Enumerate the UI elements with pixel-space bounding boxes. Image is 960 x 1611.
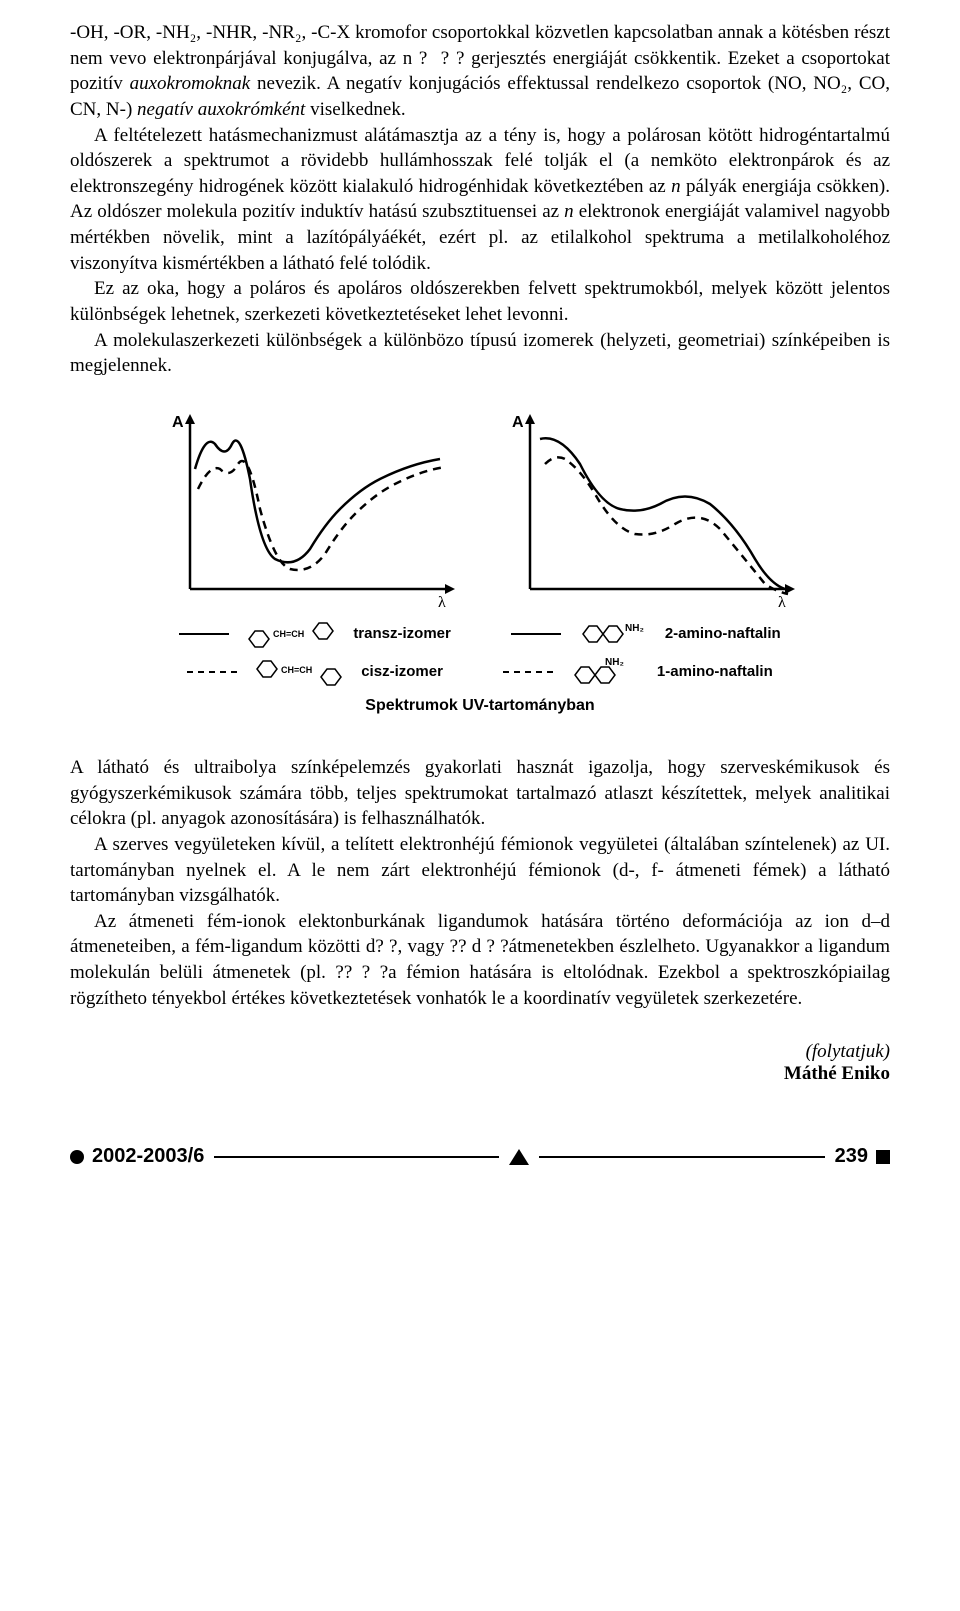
molecule-stilbene-trans-icon: CH=CH xyxy=(241,619,341,649)
legend-row-dashed: CH=CH cisz-izomer NH₂ 1-amino-naftalin xyxy=(70,657,890,687)
molecule-naphthalene-1-icon: NH₂ xyxy=(565,657,645,687)
footer-dot-icon xyxy=(70,1150,84,1164)
svg-text:CH=CH: CH=CH xyxy=(281,665,312,675)
footer-divider xyxy=(539,1156,824,1158)
text: Ez az oka, hogy a poláros és apoláros ol… xyxy=(70,278,890,325)
footer-divider xyxy=(214,1156,499,1158)
text-italic: n xyxy=(564,201,574,222)
footer-issue: 2002-2003/6 xyxy=(92,1145,204,1168)
spectrum-chart-right: A λ xyxy=(500,409,800,609)
axis-label-y: A xyxy=(512,414,524,431)
legend-line-dashed-icon xyxy=(503,671,553,673)
svg-text:NH₂: NH₂ xyxy=(625,623,644,634)
svg-text:CH=CH: CH=CH xyxy=(273,629,304,639)
paragraph-4: A molekulaszerkezeti különbségek a külön… xyxy=(70,328,890,379)
author-name: Máthé Eniko xyxy=(784,1063,890,1084)
legend-label: transz-izomer xyxy=(353,625,451,642)
paragraph-5: A látható és ultraibolya színképelemzés … xyxy=(70,755,890,832)
text-italic: n xyxy=(671,176,681,197)
legend-row-solid: CH=CH transz-izomer NH₂ 2-amino-naftalin xyxy=(70,619,890,649)
legend-line-solid-icon xyxy=(179,633,229,635)
text: A molekulaszerkezeti különbségek a külön… xyxy=(70,330,890,377)
continuation-note: (folytatjuk) xyxy=(806,1041,890,1062)
svg-text:NH₂: NH₂ xyxy=(605,657,624,668)
footer-triangle-icon xyxy=(509,1149,529,1165)
axis-label-x: λ xyxy=(438,594,446,609)
signature-block: (folytatjuk) Máthé Eniko xyxy=(70,1041,890,1085)
text-italic: auxokromoknak xyxy=(130,73,251,94)
axis-label-y: A xyxy=(172,414,184,431)
curve-dashed xyxy=(198,461,445,570)
spectrum-chart-left: A λ xyxy=(160,409,460,609)
page-footer: 2002-2003/6 239 xyxy=(70,1145,890,1168)
legend-label: 2-amino-naftalin xyxy=(665,625,781,642)
paragraph-1: -OH, -OR, -NH₂, -NHR, -NR₂, -C-X kromofo… xyxy=(70,20,890,123)
footer-page-number: 239 xyxy=(835,1145,868,1168)
axis-label-x: λ xyxy=(778,594,786,609)
curve-dashed xyxy=(545,457,788,594)
curve-solid xyxy=(195,441,440,563)
legend-line-solid-icon xyxy=(511,633,561,635)
text: A szerves vegyületeken kívül, a telített… xyxy=(70,834,890,906)
legend-line-dashed-icon xyxy=(187,671,237,673)
text: A látható és ultraibolya színképelemzés … xyxy=(70,757,890,829)
paragraph-3: Ez az oka, hogy a poláros és apoláros ol… xyxy=(70,276,890,327)
curve-solid xyxy=(540,438,785,589)
legend-label: 1-amino-naftalin xyxy=(657,663,773,680)
text: Az átmeneti fém-ionok elektonburkának li… xyxy=(70,911,890,1009)
legend-label: cisz-izomer xyxy=(361,663,443,680)
figure-caption: Spektrumok UV-tartományban xyxy=(70,697,890,715)
footer-square-icon xyxy=(876,1150,890,1164)
paragraph-7: Az átmeneti fém-ionok elektonburkának li… xyxy=(70,909,890,1012)
figure-container: A λ A λ xyxy=(70,409,890,715)
molecule-naphthalene-2-icon: NH₂ xyxy=(573,619,653,649)
molecule-stilbene-cis-icon: CH=CH xyxy=(249,657,349,687)
paragraph-2: A feltételezett hatásmechanizmust alátám… xyxy=(70,123,890,277)
text: viselkednek. xyxy=(305,99,405,120)
text-italic: negatív auxokrómként xyxy=(137,99,305,120)
paragraph-6: A szerves vegyületeken kívül, a telített… xyxy=(70,832,890,909)
